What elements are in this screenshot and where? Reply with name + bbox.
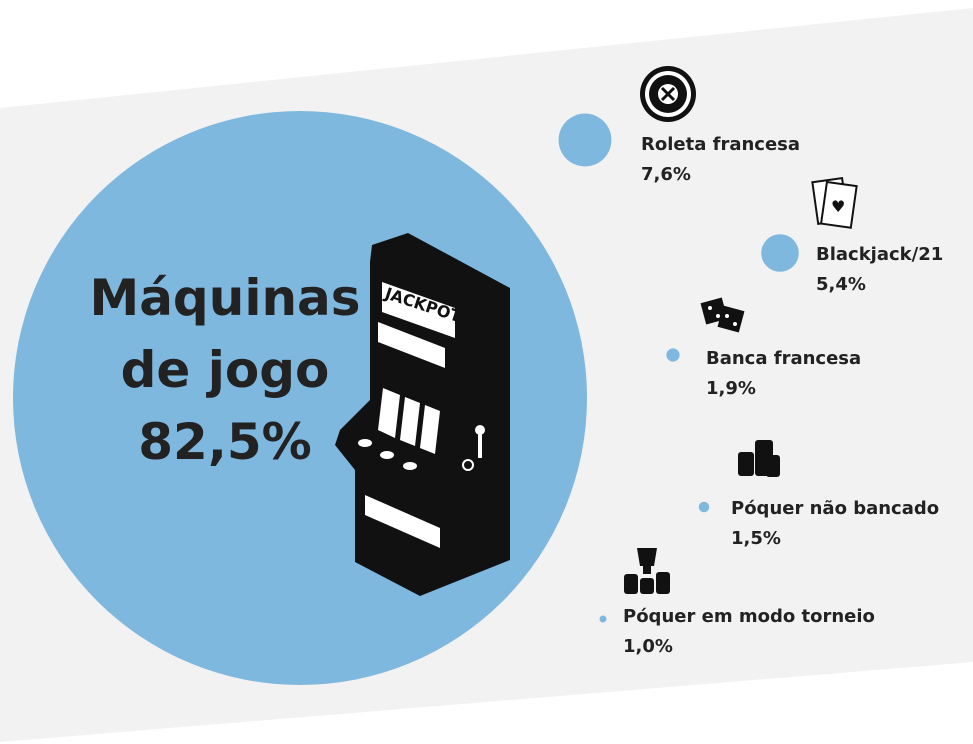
bubble-label: Máquinas de jogo 82,5% (75, 262, 375, 478)
category-label: Banca francesa (706, 348, 862, 369)
value-label: 5,4% (816, 274, 866, 295)
chips-icon (738, 440, 780, 477)
value-label: 7,6% (641, 164, 691, 185)
value-label: 1,5% (731, 528, 781, 549)
category-label: Máquinas de jogo (89, 269, 361, 399)
bubble-label: Blackjack/21 5,4% (816, 240, 943, 300)
bubble-label: Roleta francesa 7,6% (641, 130, 800, 190)
bubble (761, 234, 799, 272)
bubble (698, 501, 710, 513)
bubble (666, 348, 680, 362)
bubble (558, 113, 612, 167)
bubble-label: Póquer em modo torneio 1,0% (623, 602, 875, 662)
category-label: Póquer em modo torneio (623, 606, 875, 627)
trophy-chips-icon (624, 548, 670, 594)
svg-text:♥: ♥ (831, 197, 845, 216)
category-label: Póquer não bancado (731, 498, 940, 519)
dice-icon (700, 297, 745, 333)
value-label: 1,0% (623, 636, 673, 657)
category-label: Blackjack/21 (816, 244, 944, 265)
roulette-icon (640, 66, 696, 122)
cards-icon: ♥ (811, 176, 858, 229)
bubble-label: Póquer não bancado 1,5% (731, 494, 939, 554)
value-label: 1,9% (706, 378, 756, 399)
bubble (599, 615, 607, 623)
bubble-label: Banca francesa 1,9% (706, 344, 861, 404)
slot-machine-icon: JACKPOT (335, 233, 510, 596)
value-label: 82,5% (138, 413, 312, 471)
category-label: Roleta francesa (641, 134, 801, 155)
